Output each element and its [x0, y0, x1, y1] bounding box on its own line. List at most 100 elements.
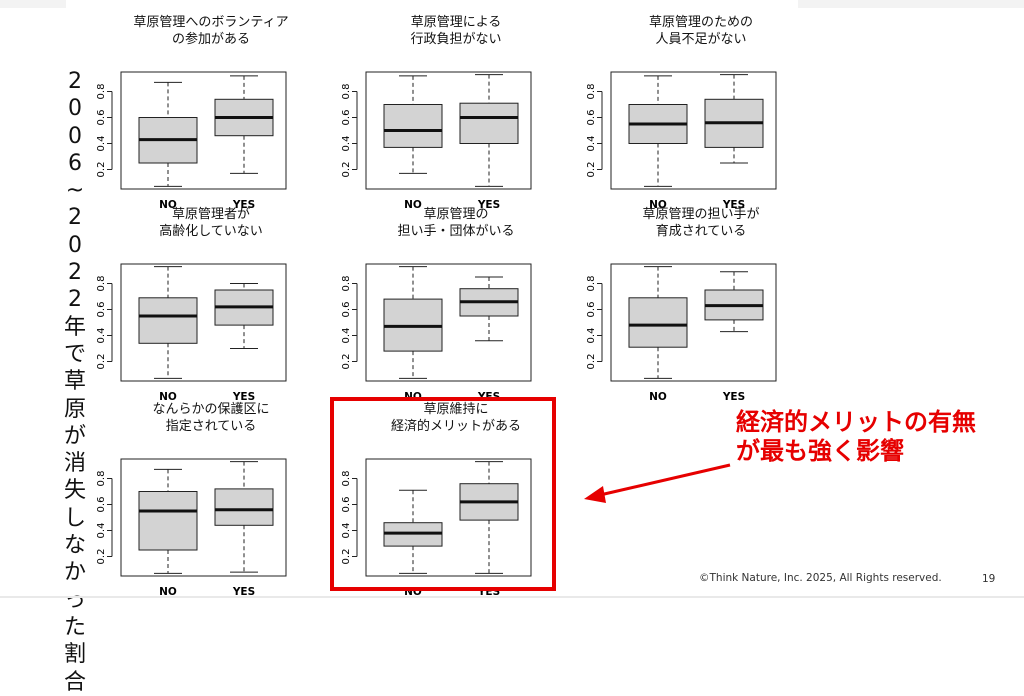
panel-title-line: 行政負担がない	[410, 32, 502, 47]
boxplot-svg: 0.20.40.60.8NO YES	[341, 263, 532, 403]
x-category-label: YES	[232, 199, 255, 211]
y-tick-label: 0.4	[96, 328, 107, 344]
panel-title-line: 経済的メリットがある	[390, 419, 521, 434]
vertical-title-char: し	[63, 505, 86, 531]
panel-title-line: の参加がある	[171, 32, 250, 47]
plot-frame	[365, 71, 532, 190]
callout-line-2: が最も強く影響	[736, 437, 904, 465]
y-tick-label: 0.2	[96, 354, 107, 370]
y-tick-label: 0.8	[341, 471, 352, 487]
y-tick-label: 0.2	[341, 162, 352, 178]
boxplot-svg: 0.20.40.60.8NO YES	[586, 71, 777, 211]
y-tick-label: 0.6	[341, 302, 352, 318]
box-no	[383, 75, 443, 174]
boxplot-svg: 0.2 0.4 0.6 0.8 NO YES	[96, 458, 287, 598]
x-category-label: NO	[649, 391, 667, 403]
y-tick-label: 0.4	[341, 136, 352, 152]
y-tick-label: 0.6	[96, 497, 107, 513]
y-tick-label: 0.4	[341, 523, 352, 539]
x-category-label: NO	[404, 199, 422, 211]
y-tick-label: 0.6	[341, 110, 352, 126]
y-tick-label: 0.4	[586, 328, 597, 344]
y-tick-label: 0.6	[586, 302, 597, 318]
y-tick-label: 0.4	[586, 136, 597, 152]
y-tick-label: 0.6	[96, 110, 107, 126]
callout-text: 経済的メリットの有無 が最も強く影響	[736, 408, 976, 466]
box-no	[138, 266, 198, 379]
panel-title-line: 草原管理のための	[648, 15, 753, 30]
vertical-title-char: 失	[63, 478, 86, 504]
x-category-label: NO	[159, 391, 177, 403]
vertical-title-char: 0	[68, 123, 82, 149]
box-no	[628, 266, 688, 379]
y-tick-label: 0.8	[341, 84, 352, 100]
box-yes	[459, 461, 519, 574]
vertical-title-char: 2	[68, 287, 82, 313]
y-tick-label: 0.2	[96, 549, 107, 565]
plot-frame	[610, 263, 777, 382]
plot-frame	[365, 458, 532, 577]
panel-title: 草原管理の 担い手・団体がいる	[341, 206, 571, 240]
vertical-title-char: な	[63, 533, 86, 559]
iqr-box	[138, 297, 198, 344]
bottom-line	[0, 596, 1024, 598]
vertical-title-char: ~	[65, 178, 85, 204]
panel-title-line: 指定されている	[165, 419, 257, 434]
box-no	[138, 81, 198, 187]
vertical-title-char: 2	[68, 205, 82, 231]
box-yes	[459, 276, 519, 342]
vertical-title-char: た	[63, 614, 86, 640]
vertical-title-char: 原	[63, 396, 86, 422]
plot-frame	[365, 263, 532, 382]
y-tick-label: 0.6	[586, 110, 597, 126]
box-no	[628, 75, 688, 187]
callout-line-1: 経済的メリットの有無	[736, 408, 976, 436]
vertical-title-char: 割	[63, 642, 86, 668]
page-number: 19	[982, 573, 996, 585]
y-tick-label: 0.2	[96, 162, 107, 178]
box-no	[383, 266, 443, 379]
x-category-label: YES	[232, 586, 255, 598]
copyright-footer: ©Think Nature, Inc. 2025, All Rights res…	[699, 572, 942, 584]
panel-title: 草原管理による 行政負担がない	[341, 14, 571, 48]
y-tick-label: 0.4	[96, 523, 107, 539]
iqr-box	[628, 297, 688, 348]
x-category-label: YES	[232, 391, 255, 403]
panel-title: 草原管理のための 人員不足がない	[586, 14, 816, 48]
y-tick-label: 0.6	[341, 497, 352, 513]
y-tick-label: 0.8	[96, 471, 107, 487]
vertical-title-char: 合	[63, 669, 86, 695]
y-tick-label: 0.8	[96, 276, 107, 292]
panel-title-line: 草原維持に	[423, 402, 489, 417]
iqr-box	[138, 491, 198, 551]
plot-frame	[120, 71, 287, 190]
y-tick-label: 0.6	[96, 302, 107, 318]
panel-title-line: なんらかの保護区に	[152, 402, 270, 417]
boxplot-svg: 0.20.40.60.8NO YES	[96, 71, 287, 211]
highlight-frame	[330, 397, 556, 591]
y-tick-label: 0.2	[341, 549, 352, 565]
x-category-label: NO	[159, 586, 177, 598]
y-tick-label: 0.8	[96, 84, 107, 100]
panel-title-line: 育成されている	[655, 224, 747, 239]
panel-title-line: 草原管理の	[423, 207, 489, 222]
y-tick-label: 0.4	[96, 136, 107, 152]
y-tick-label: 0.4	[341, 328, 352, 344]
panel-title-line: 草原管理の担い手が	[642, 207, 760, 222]
vertical-title-char: 0	[68, 232, 82, 258]
vertical-title-char: か	[63, 560, 86, 586]
boxplot-svg: 0.20.40.60.8NO YES	[586, 263, 777, 403]
boxplot-svg: 0.20.40.60.8NO YES	[341, 71, 532, 211]
y-tick-label: 0.2	[341, 354, 352, 370]
top-bar-gap	[66, 0, 798, 8]
x-category-label: YES	[722, 199, 745, 211]
panel-title-line: 高齢化していない	[159, 224, 263, 239]
x-category-label: NO	[649, 199, 667, 211]
y-tick-label: 0.8	[586, 276, 597, 292]
panel-title-line: 草原管理者が	[171, 207, 250, 222]
vertical-title: 2 0 0 6 ~2 0 2 2 年で草原が消失しなかった割合	[58, 68, 92, 696]
vertical-title-char: 草	[63, 369, 86, 395]
vertical-title-char: 2	[68, 260, 82, 286]
y-tick-label: 0.8	[586, 84, 597, 100]
vertical-title-char: 消	[63, 451, 86, 477]
